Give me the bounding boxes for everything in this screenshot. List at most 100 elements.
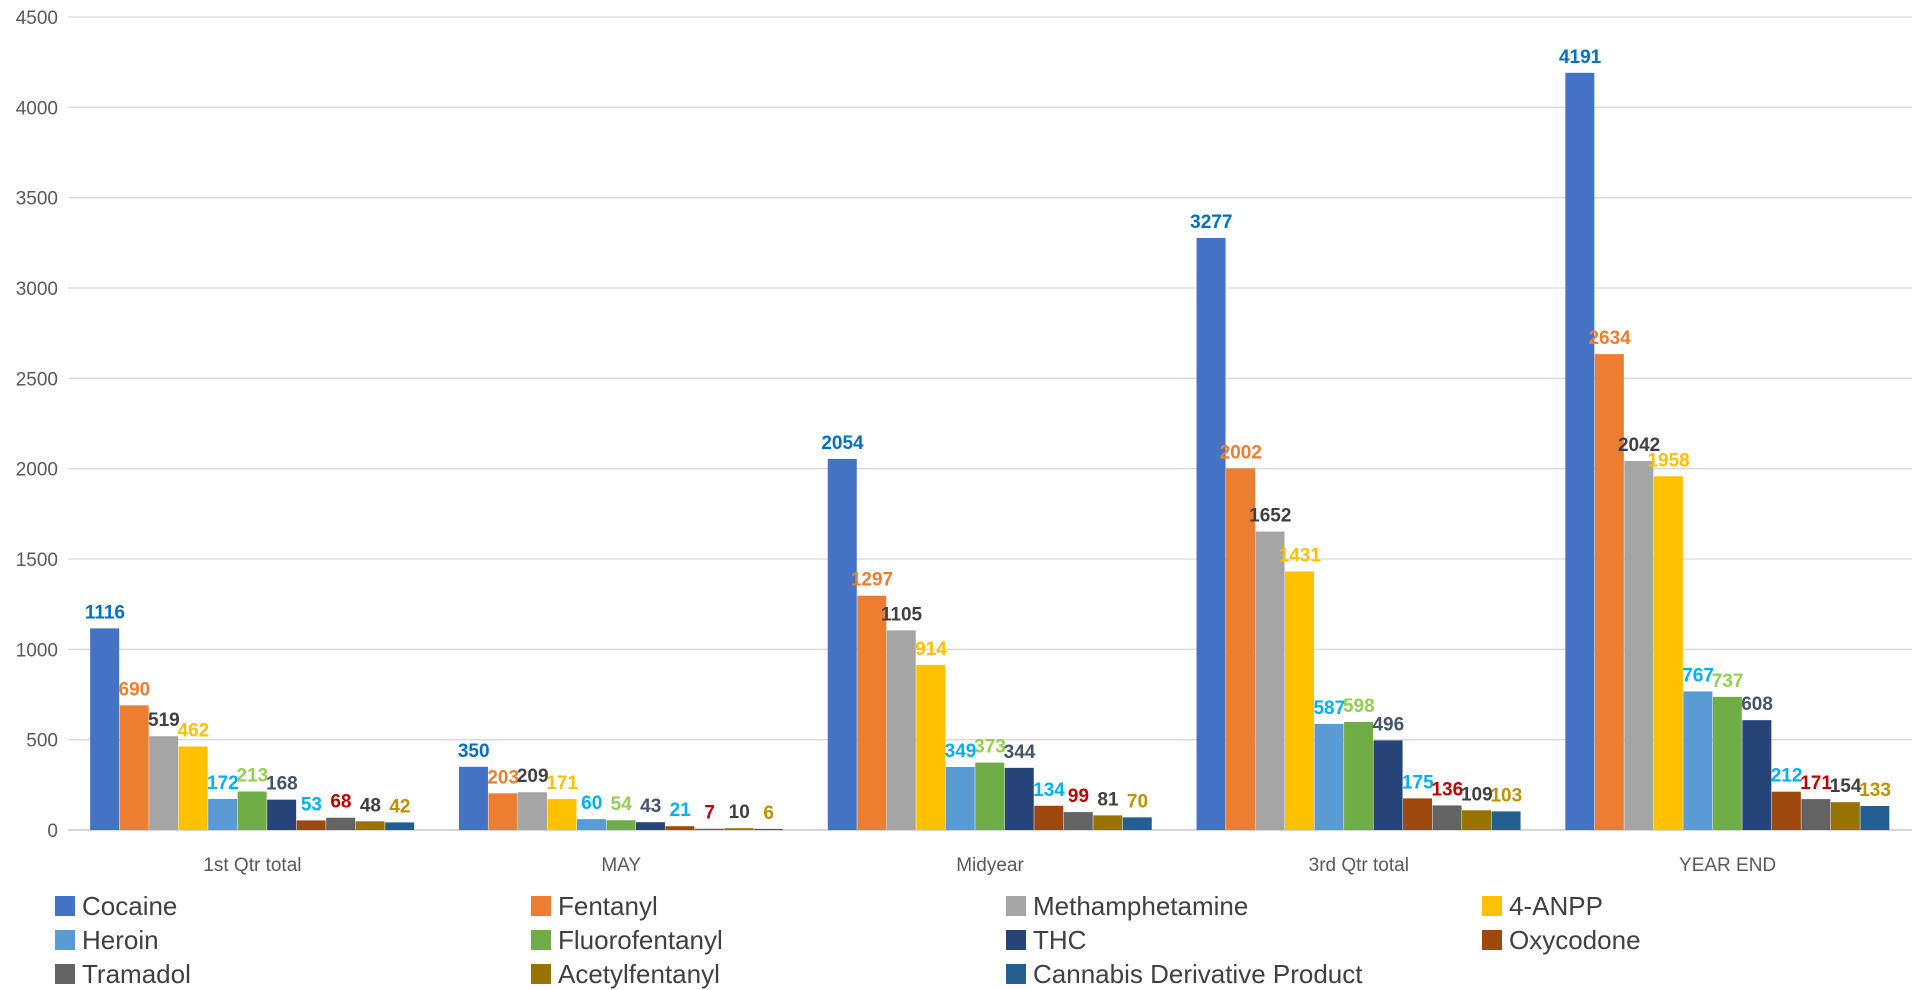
bar	[1801, 799, 1831, 830]
legend-item: Heroin	[55, 925, 159, 955]
bar	[149, 736, 179, 830]
bar	[517, 792, 547, 830]
y-axis-tick-labels: 0 500 1000 1500 2000 2500 3000 3500 4000 4500	[16, 8, 58, 842]
data-label: 48	[360, 795, 381, 816]
y-tick-label: 3500	[16, 189, 58, 210]
data-label: 2634	[1588, 328, 1631, 349]
data-label: 1652	[1249, 506, 1291, 527]
data-label: 60	[581, 793, 602, 814]
data-label: 1105	[881, 604, 923, 625]
data-label: 212	[1771, 766, 1803, 787]
bar	[1063, 812, 1093, 830]
bar	[665, 826, 695, 830]
y-tick-label: 1500	[16, 550, 58, 571]
bar	[827, 458, 857, 830]
bar	[1122, 817, 1152, 830]
data-label: 133	[1859, 780, 1891, 801]
bar	[886, 630, 916, 830]
bar	[1432, 805, 1462, 830]
legend-label: Cannabis Derivative Product	[1033, 959, 1363, 989]
legend-swatch	[55, 930, 75, 950]
bar	[975, 762, 1005, 830]
bar	[1860, 805, 1890, 830]
bar	[385, 822, 415, 830]
bar	[916, 664, 946, 830]
bar	[753, 828, 783, 830]
data-label: 171	[546, 773, 578, 794]
bar	[1491, 811, 1521, 830]
legend-label: Oxycodone	[1509, 925, 1641, 955]
bar	[1653, 476, 1683, 830]
legend-item: Fluorofentanyl	[531, 925, 723, 955]
data-label: 43	[640, 796, 661, 817]
legend-label: THC	[1033, 925, 1086, 955]
data-label: 136	[1431, 779, 1463, 800]
bar	[1403, 798, 1433, 830]
data-label: 209	[517, 766, 549, 787]
legend-swatch	[1006, 930, 1026, 950]
data-label: 1297	[851, 570, 893, 591]
bar	[1742, 720, 1772, 830]
x-category-label: YEAR END	[1679, 855, 1776, 876]
data-label: 70	[1127, 791, 1148, 812]
bar	[576, 819, 606, 830]
data-label: 6	[763, 803, 774, 824]
x-category-label: 3rd Qtr total	[1309, 855, 1409, 876]
legend-item: Fentanyl	[531, 891, 658, 921]
data-label: 373	[974, 737, 1006, 758]
y-tick-label: 3000	[16, 279, 58, 300]
legend-swatch	[1482, 896, 1502, 916]
data-label: 175	[1402, 772, 1434, 793]
legend: Cocaine Fentanyl Methamphetamine 4-ANPP Hero…	[55, 891, 1641, 989]
legend-item: Cocaine	[55, 891, 177, 921]
bars	[90, 72, 1890, 831]
data-label: 496	[1372, 714, 1404, 735]
data-label: 2002	[1220, 442, 1262, 463]
data-label: 608	[1741, 694, 1773, 715]
bar	[208, 798, 238, 830]
data-label: 68	[330, 792, 351, 813]
data-label: 42	[389, 796, 410, 817]
legend-label: Cocaine	[82, 891, 177, 921]
legend-item: Oxycodone	[1482, 925, 1641, 955]
data-label: 737	[1712, 671, 1744, 692]
bar	[296, 820, 326, 830]
bar	[694, 828, 724, 830]
y-tick-label: 0	[47, 821, 58, 842]
legend-label: 4-ANPP	[1509, 891, 1603, 921]
bar	[1771, 791, 1801, 830]
x-axis-category-labels: 1st Qtr total MAY Midyear 3rd Qtr total YEAR…	[203, 855, 1776, 876]
data-label: 690	[119, 679, 151, 700]
legend-swatch	[531, 930, 551, 950]
bar	[178, 746, 208, 830]
data-label: 54	[611, 794, 633, 815]
bar	[1683, 691, 1713, 830]
data-label: 2054	[821, 433, 864, 454]
data-label: 10	[729, 802, 750, 823]
legend-swatch	[1006, 964, 1026, 984]
legend-item: Cannabis Derivative Product	[1006, 959, 1363, 989]
data-label: 1116	[85, 602, 125, 623]
data-label: 7	[704, 803, 715, 824]
legend-swatch	[55, 964, 75, 984]
bar	[1565, 72, 1595, 831]
bar	[724, 828, 754, 830]
data-label: 81	[1097, 789, 1119, 810]
data-label: 1958	[1647, 450, 1689, 471]
data-label: 53	[301, 794, 322, 815]
data-label: 203	[487, 767, 519, 788]
legend-item: THC	[1006, 925, 1086, 955]
bar	[1093, 815, 1123, 830]
bar	[1712, 696, 1742, 830]
bar	[458, 766, 488, 830]
legend-label: Fluorofentanyl	[558, 925, 723, 955]
bar	[1344, 721, 1374, 830]
data-label: 171	[1800, 773, 1832, 794]
legend-swatch	[1006, 896, 1026, 916]
bar	[326, 817, 356, 830]
bar	[635, 822, 665, 830]
gridlines	[68, 16, 1912, 831]
data-label: 4191	[1559, 47, 1602, 68]
bar	[1830, 802, 1860, 830]
